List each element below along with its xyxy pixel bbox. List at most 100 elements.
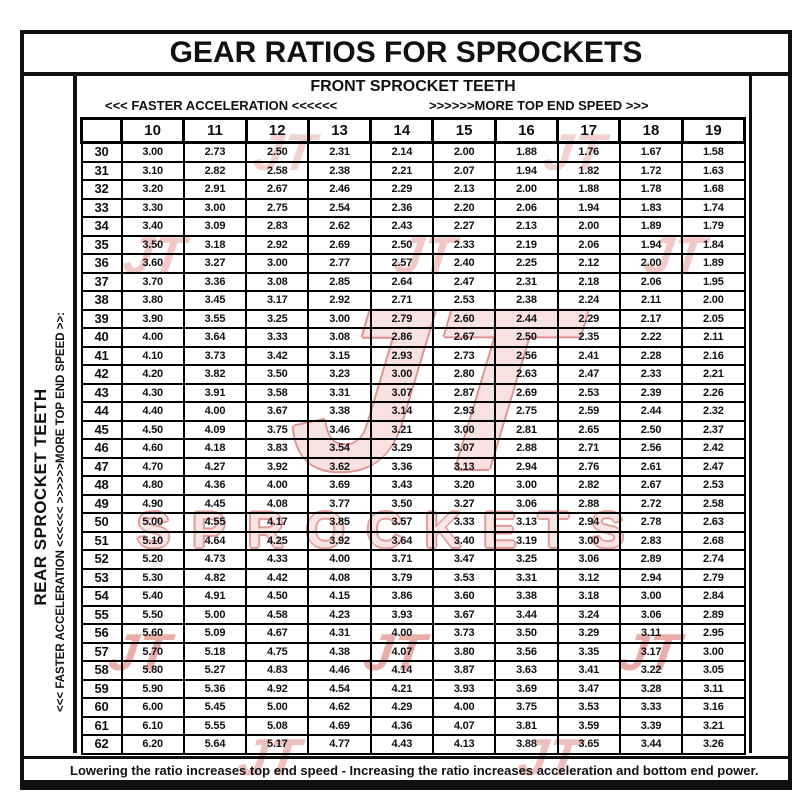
ratio-cell: 1.94 (494, 160, 559, 181)
front-teeth-value: 14 (369, 117, 435, 144)
front-teeth-value: 13 (306, 117, 373, 144)
ratio-cell: 5.70 (120, 641, 185, 662)
ratio-cell: 5.90 (120, 678, 185, 699)
ratio-cell: 4.10 (120, 345, 185, 366)
ratio-cell: 2.28 (618, 345, 684, 366)
ratio-cell: 4.70 (120, 456, 185, 477)
ratio-cell: 3.53 (556, 697, 621, 718)
ratio-cell: 3.16 (681, 697, 746, 718)
ratio-cell: 2.50 (245, 141, 310, 163)
ratio-cell: 2.25 (494, 253, 559, 274)
ratio-cell: 3.67 (431, 604, 497, 625)
ratio-cell: 3.64 (369, 530, 434, 551)
ratio-cell: 2.74 (681, 549, 746, 570)
ratio-cell: 3.07 (369, 382, 434, 403)
ratio-cell: 5.00 (245, 697, 310, 718)
ratio-cell: 2.67 (245, 179, 310, 200)
table-row: 44 4.40 4.00 3.67 3.38 3.14 2.93 2.75 2.59 2.44 2.… (80, 401, 746, 422)
ratio-cell: 3.64 (182, 327, 248, 348)
rear-teeth-value: 56 (80, 623, 123, 644)
front-teeth-value: 15 (431, 117, 497, 144)
ratio-cell: 3.71 (369, 549, 434, 570)
ratio-cell: 4.27 (182, 456, 248, 477)
ratio-cell: 3.36 (182, 271, 248, 292)
ratio-cell: 3.90 (120, 308, 185, 329)
ratio-cell: 3.00 (681, 641, 746, 662)
ratio-cell: 3.73 (182, 345, 248, 366)
ratio-cell: 4.29 (369, 697, 434, 718)
front-sprocket-teeth-label: FRONT SPROCKET TEETH (310, 78, 516, 95)
ratio-cell: 3.07 (431, 438, 497, 459)
ratio-cell: 3.56 (494, 641, 559, 662)
ratio-cell: 1.94 (556, 197, 621, 218)
ratio-cell: 3.81 (494, 715, 559, 736)
table-row: 43 4.30 3.91 3.58 3.31 3.07 2.87 2.69 2.53 2.39 2.… (80, 382, 746, 403)
ratio-cell: 5.10 (120, 530, 185, 551)
ratio-cell: 1.58 (681, 141, 746, 163)
ratio-cell: 3.69 (494, 678, 559, 699)
ratio-cell: 3.10 (120, 160, 185, 181)
ratio-cell: 3.31 (494, 567, 559, 588)
rear-teeth-value: 47 (80, 456, 123, 477)
ratio-cell: 2.21 (369, 160, 434, 181)
ratio-cell: 2.68 (681, 530, 746, 551)
ratio-cell: 3.11 (618, 623, 684, 644)
ratio-cell: 2.12 (556, 253, 621, 274)
ratio-cell: 2.78 (618, 512, 684, 533)
rear-teeth-value: 51 (80, 530, 123, 551)
ratio-cell: 5.64 (182, 734, 248, 755)
ratio-cell: 2.32 (681, 401, 746, 422)
ratio-cell: 1.83 (618, 197, 684, 218)
ratio-cell: 3.50 (120, 234, 185, 255)
ratio-cell: 2.18 (556, 271, 621, 292)
ratio-cell: 2.93 (369, 345, 434, 366)
ratio-cell: 3.62 (307, 456, 372, 477)
table-row: 33 3.30 3.00 2.75 2.54 2.36 2.20 2.06 1.94 1.83 1.… (80, 197, 746, 218)
ratio-cell: 3.50 (245, 364, 310, 385)
ratio-cell: 3.45 (182, 290, 248, 311)
ratio-cell: 2.77 (307, 253, 372, 274)
ratio-cell: 3.00 (494, 475, 559, 496)
outer-frame: JT JT JT JT JT JT SPROCKETS JT JT JT JT … (20, 30, 792, 790)
ratio-cell: 3.17 (618, 641, 684, 662)
ratio-cell: 2.44 (618, 401, 684, 422)
ratio-cell: 1.88 (556, 179, 621, 200)
ratio-cell: 2.59 (556, 401, 621, 422)
ratio-cell: 2.92 (307, 290, 372, 311)
ratio-cell: 5.55 (182, 715, 248, 736)
ratio-cell: 6.00 (120, 697, 185, 718)
ratio-cell: 3.00 (618, 586, 684, 607)
ratio-cell: 3.00 (556, 530, 621, 551)
ratio-cell: 3.50 (369, 493, 434, 514)
ratio-cell: 4.00 (182, 401, 248, 422)
ratio-cell: 5.45 (182, 697, 248, 718)
ratio-cell: 3.20 (431, 475, 497, 496)
ratio-cell: 3.80 (120, 290, 185, 311)
ratio-cell: 3.40 (120, 216, 185, 237)
ratio-cell: 3.13 (494, 512, 559, 533)
ratio-cell: 2.89 (618, 549, 684, 570)
rear-teeth-value: 43 (80, 382, 123, 403)
rear-teeth-value: 61 (80, 715, 123, 736)
ratio-cell: 2.31 (307, 141, 372, 163)
ratio-cell: 3.17 (245, 290, 310, 311)
ratio-cell: 2.26 (681, 382, 746, 403)
ratio-cell: 2.07 (431, 160, 497, 181)
table-row: 51 5.10 4.64 4.25 3.92 3.64 3.40 3.19 3.00 2.83 2.… (80, 530, 746, 551)
ratio-cell: 2.88 (556, 493, 621, 514)
ratio-cell: 4.83 (245, 660, 310, 681)
ratio-cell: 4.50 (245, 586, 310, 607)
ratio-cell: 2.40 (431, 253, 497, 274)
ratio-cell: 2.86 (369, 327, 434, 348)
rear-teeth-value: 33 (80, 197, 123, 218)
ratio-cell: 2.80 (431, 364, 497, 385)
ratio-cell: 5.60 (120, 623, 185, 644)
ratio-cell: 4.13 (431, 734, 497, 755)
ratio-cell: 6.10 (120, 715, 185, 736)
ratio-cell: 2.50 (369, 234, 434, 255)
corner-cell (80, 117, 123, 144)
ratio-cell: 2.06 (618, 271, 684, 292)
ratio-cell: 2.92 (245, 234, 310, 255)
ratio-cell: 3.92 (307, 530, 372, 551)
ratio-cell: 4.07 (431, 715, 497, 736)
